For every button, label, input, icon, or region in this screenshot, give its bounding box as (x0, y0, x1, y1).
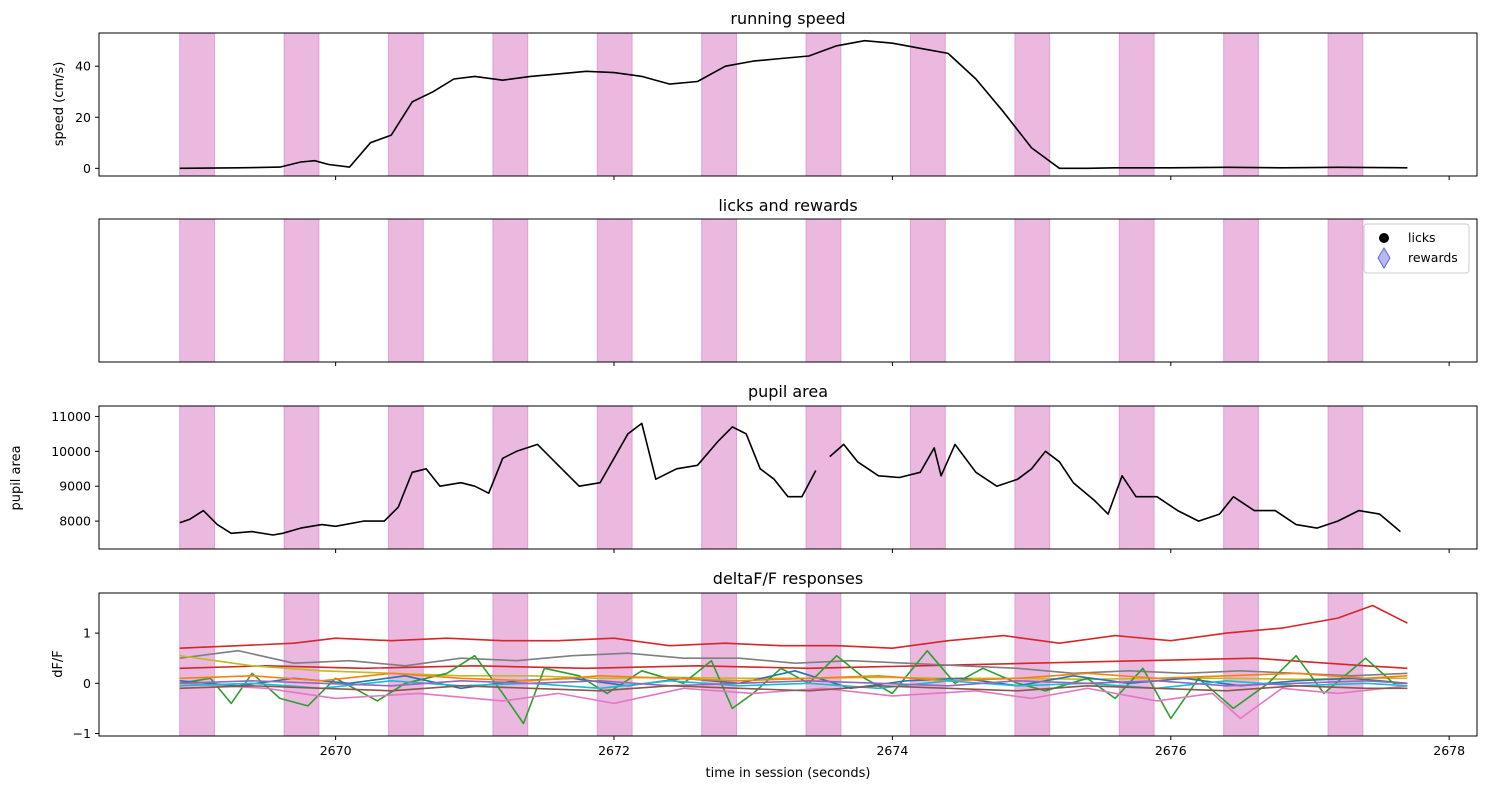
xtick-label: 2670 (320, 743, 352, 758)
series-line-dff-0 (179, 604, 1408, 649)
plot-area-dff: −1 0 1 2670 2672 2674 2676 2678 (73, 592, 1478, 758)
stimulus-block (909, 218, 946, 363)
legend-marker-rewards (1377, 247, 1391, 269)
series-line-dff-4 (179, 649, 1408, 725)
series-line-pupil-1 (829, 443, 1401, 533)
stimulus-block (1327, 405, 1364, 550)
series-line-pupil-0 (179, 422, 817, 536)
panel-title-running-speed: running speed (730, 9, 845, 28)
panel-title-licks-rewards: licks and rewards (718, 196, 857, 215)
stimulus-block (492, 218, 529, 363)
stimulus-block (1014, 592, 1051, 737)
legend-box (1363, 223, 1470, 274)
ytick-label-dff: 1 (83, 626, 91, 641)
stimulus-block (1223, 405, 1259, 550)
panel-title-deltaf: deltaF/F responses (713, 569, 863, 588)
ytick-label-speed: 40 (75, 59, 91, 74)
stimulus-block (179, 405, 216, 550)
ytick-label-speed: 20 (75, 110, 91, 125)
series-line-dff-5 (179, 682, 1408, 720)
panel-pupil-area: pupil area pupil area 8000 9000 10000 11000 (9, 382, 1478, 553)
stimulus-block (1118, 592, 1155, 737)
panel-licks-rewards: licks and rewards licks rewards (98, 196, 1478, 366)
stimulus-block (283, 32, 320, 177)
stimulus-block (388, 218, 424, 363)
stimulus-block (492, 592, 529, 737)
xtick-label: 2674 (876, 743, 908, 758)
stimulus-block (701, 32, 737, 177)
stimulus-block (1118, 32, 1155, 177)
stimulus-block (596, 592, 633, 737)
stimulus-block (1327, 218, 1364, 363)
ytick-label-pupil: 10000 (51, 444, 91, 459)
stimulus-block (909, 405, 946, 550)
stimulus-block (388, 405, 424, 550)
ytick-label-pupil: 8000 (59, 514, 91, 529)
series-line-dff-8 (179, 680, 1408, 690)
ytick-label-pupil: 9000 (59, 479, 91, 494)
stimulus-block (596, 218, 633, 363)
stimulus-block (388, 32, 424, 177)
xlabel-time: time in session (seconds) (705, 766, 870, 781)
stimulus-block (1014, 218, 1051, 363)
legend-marker-licks (1379, 233, 1389, 243)
stimulus-block (179, 592, 216, 737)
series-line-dff-2 (179, 649, 1408, 677)
ytick-label-pupil: 11000 (51, 409, 91, 424)
panel-title-pupil-area: pupil area (748, 382, 828, 401)
series-line-dff-6 (179, 670, 1408, 690)
series-line-dff-9 (179, 680, 1408, 687)
stimulus-block (1223, 592, 1259, 737)
stimulus-block (805, 218, 842, 363)
legend-label-licks: licks (1408, 230, 1436, 245)
ytick-label-speed: 0 (83, 161, 91, 176)
ytick-label-dff: −1 (73, 726, 91, 741)
axes-frame-pupil (98, 405, 1478, 550)
ylabel-dff: dF/F (51, 650, 66, 678)
series-line-dff-1 (179, 657, 1408, 670)
plot-area-licks (98, 218, 1478, 366)
legend-label-rewards: rewards (1408, 250, 1458, 265)
stimulus-block (492, 32, 529, 177)
ylabel-speed: speed (cm/s) (52, 62, 67, 147)
ylabel-pupil: pupil area (9, 445, 24, 510)
series-line-dff-7 (179, 672, 1408, 682)
stimulus-block (1118, 405, 1155, 550)
xtick-label: 2672 (598, 743, 630, 758)
panel-running-speed: running speed speed (cm/s) 0 20 40 (52, 9, 1478, 180)
stimulus-block (805, 592, 842, 737)
legend: licks rewards (1363, 223, 1470, 274)
stimulus-block (701, 405, 737, 550)
ytick-label-dff: 0 (83, 676, 91, 691)
stimulus-block (179, 32, 216, 177)
series-line-dff-10 (179, 685, 1408, 692)
stimulus-block (283, 592, 320, 737)
stimulus-block (283, 218, 320, 363)
stimulus-block (701, 218, 737, 363)
stimulus-block (1223, 32, 1259, 177)
stimulus-block (179, 218, 216, 363)
stimulus-block (596, 32, 633, 177)
xtick-label: 2676 (1155, 743, 1187, 758)
stimulus-block (909, 32, 946, 177)
plot-area-speed: 0 20 40 (75, 32, 1478, 180)
axes-frame-licks (98, 218, 1478, 363)
axes-frame-speed (98, 32, 1478, 177)
plot-area-pupil: 8000 9000 10000 11000 (51, 405, 1478, 553)
stimulus-block (1118, 218, 1155, 363)
xtick-label: 2678 (1433, 743, 1465, 758)
stimulus-block (1223, 218, 1259, 363)
stimulus-block (805, 32, 842, 177)
stimulus-block (1014, 32, 1051, 177)
series-line-speed-0 (179, 39, 1408, 170)
stimulus-block (492, 405, 529, 550)
axes-frame-dff (98, 592, 1478, 737)
stimulus-block (1327, 32, 1364, 177)
panel-deltaf-responses: deltaF/F responses dF/F −1 0 1 2670 2672 2674… (51, 569, 1478, 758)
